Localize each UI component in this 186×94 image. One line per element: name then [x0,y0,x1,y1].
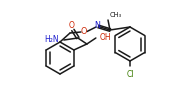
Text: OH: OH [100,33,111,41]
Text: N: N [94,22,100,30]
Text: H₂N: H₂N [44,36,59,44]
Text: O: O [81,28,87,36]
Text: O: O [69,22,75,30]
Text: CH₃: CH₃ [110,12,122,18]
Text: Cl: Cl [126,70,134,79]
